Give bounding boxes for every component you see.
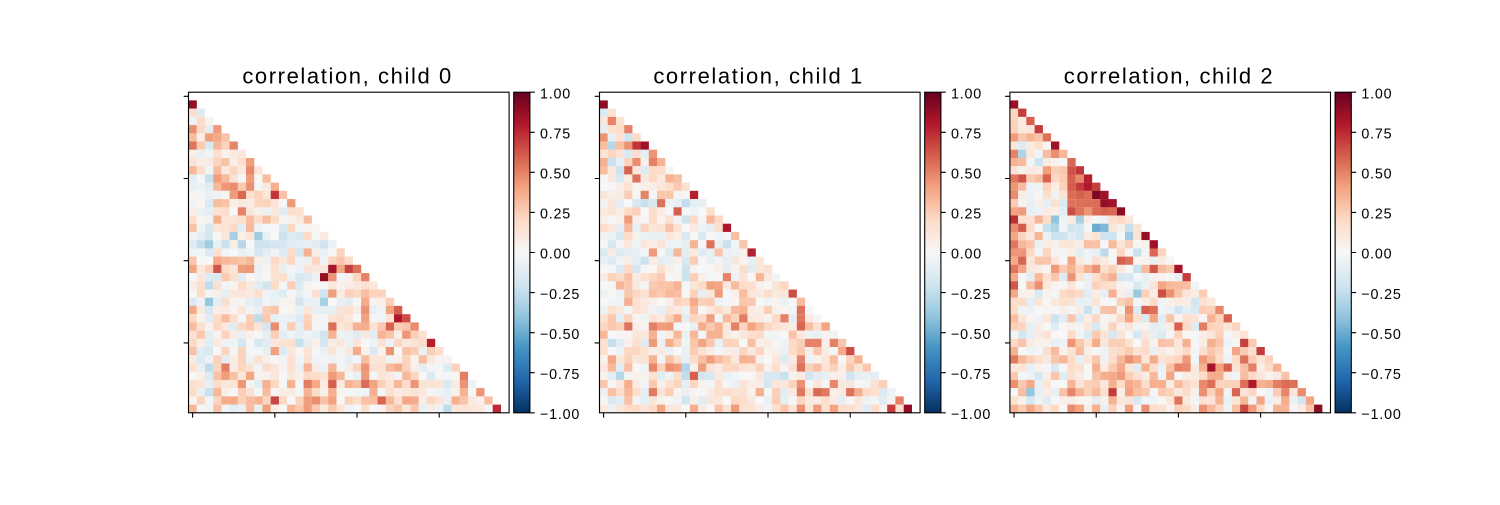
svg-text:correlation, child 0: correlation, child 0: [242, 64, 453, 89]
svg-text:1.00: 1.00: [1361, 86, 1392, 102]
svg-text:0.25: 0.25: [1361, 207, 1392, 223]
svg-text:−0.25: −0.25: [540, 287, 580, 303]
svg-text:0.75: 0.75: [540, 126, 571, 142]
svg-text:0.50: 0.50: [540, 167, 571, 183]
svg-text:1.00: 1.00: [951, 86, 982, 102]
svg-text:0.00: 0.00: [540, 247, 571, 263]
svg-text:1.00: 1.00: [540, 86, 571, 102]
svg-text:correlation, child 2: correlation, child 2: [1064, 64, 1275, 89]
svg-text:0.75: 0.75: [951, 126, 982, 142]
svg-text:−1.00: −1.00: [951, 407, 991, 423]
svg-text:−0.75: −0.75: [540, 367, 580, 383]
svg-text:0.00: 0.00: [1361, 247, 1392, 263]
svg-text:−0.75: −0.75: [951, 367, 991, 383]
svg-text:−1.00: −1.00: [1361, 407, 1401, 423]
svg-text:0.50: 0.50: [1361, 167, 1392, 183]
svg-text:−0.25: −0.25: [951, 287, 991, 303]
svg-text:0.00: 0.00: [951, 247, 982, 263]
svg-text:0.25: 0.25: [951, 207, 982, 223]
svg-text:correlation, child 1: correlation, child 1: [653, 64, 864, 89]
svg-text:−0.75: −0.75: [1361, 367, 1401, 383]
svg-text:0.25: 0.25: [540, 207, 571, 223]
svg-text:0.75: 0.75: [1361, 126, 1392, 142]
svg-text:−0.50: −0.50: [1361, 327, 1401, 343]
svg-text:−1.00: −1.00: [540, 407, 580, 423]
svg-text:0.50: 0.50: [951, 167, 982, 183]
svg-text:−0.50: −0.50: [540, 327, 580, 343]
svg-text:−0.50: −0.50: [951, 327, 991, 343]
svg-text:−0.25: −0.25: [1361, 287, 1401, 303]
